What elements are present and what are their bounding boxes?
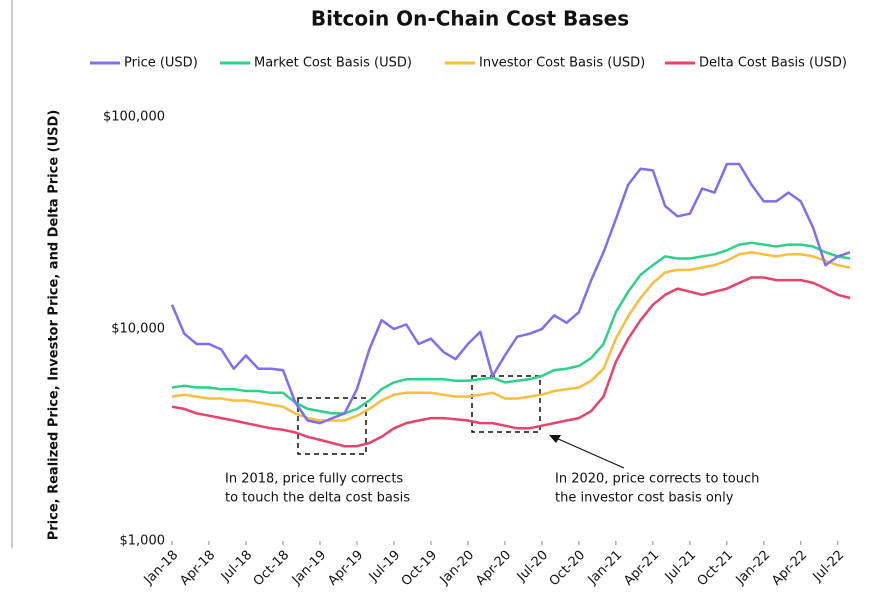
series-line [170,162,851,425]
highlight-box [297,397,367,455]
x-tick-label: Jan-21 [585,548,626,589]
chart-title: Bitcoin On-Chain Cost Bases [311,7,629,31]
x-tick-label: Jan-18 [141,548,182,589]
x-tick-label: Jul-18 [218,548,255,585]
y-axis-label: Price, Realized Price, Investor Price, a… [47,110,62,541]
arrow-head [549,435,561,443]
highlight-box [471,375,541,433]
y-tick-label: $1,000 [120,534,166,549]
x-tick-label: Apr-19 [325,548,366,589]
legend-label: Delta Cost Basis (USD) [699,56,847,71]
x-tick-label: Jan-19 [289,548,330,589]
x-tick-label: Jul-19 [366,548,403,585]
x-tick-label: Apr-20 [473,548,514,589]
annotation: to touch the delta cost basis [225,491,410,506]
series-line [171,276,851,448]
annotation: In 2018, price fully corrects [225,472,403,487]
annotation-arrow [555,437,625,469]
annotation: the investor cost basis only [555,491,734,506]
x-tick-label: Oct-19 [399,548,441,590]
x-tick-label: Apr-22 [769,548,810,589]
series-line [171,251,851,422]
x-tick-label: Oct-18 [251,548,293,590]
legend-label: Price (USD) [124,56,198,71]
x-tick-label: Jan-20 [437,548,478,589]
x-tick-label: Oct-21 [695,548,737,590]
x-tick-label: Jul-20 [514,548,551,585]
legend-label: Market Cost Basis (USD) [254,56,412,71]
x-tick-label: Oct-20 [547,548,589,590]
y-tick-label: $100,000 [103,110,165,125]
y-tick-label: $10,000 [111,322,165,337]
x-tick-label: Apr-18 [177,548,218,589]
legend-label: Investor Cost Basis (USD) [479,56,645,71]
x-tick-label: Jul-21 [662,548,699,585]
x-tick-label: Apr-21 [621,548,662,589]
x-tick-label: Jan-22 [733,548,774,589]
series-line [171,241,851,415]
x-tick-label: Jul-22 [810,548,847,585]
annotation: In 2020, price corrects to touch [555,472,759,487]
